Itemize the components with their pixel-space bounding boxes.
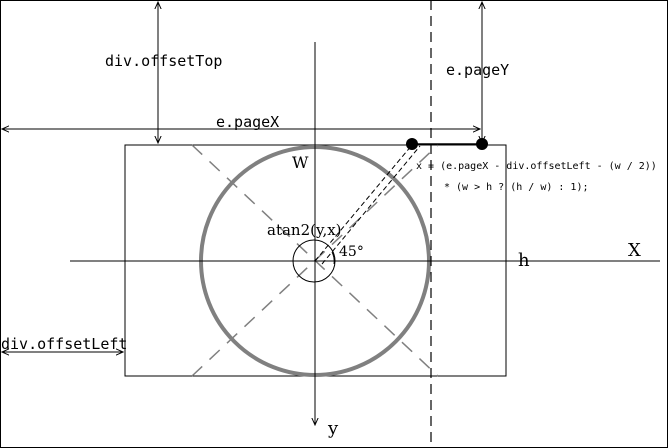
formula-line-2: * (w > h ? (h / w) : 1); — [444, 182, 589, 193]
height-label: h — [518, 250, 530, 271]
point-dot-left — [406, 138, 418, 150]
point-dot-right — [476, 138, 488, 150]
page-x-label: e.pageX — [216, 113, 279, 131]
vector-dashed-line-b — [321, 145, 421, 265]
offset-top-label: div.offsetTop — [105, 52, 222, 70]
atan2-label: atan2(y,x) — [267, 221, 342, 239]
y-axis-label: y — [327, 418, 339, 439]
offset-left-label: div.offsetLeft — [1, 335, 127, 353]
angle-arc — [331, 251, 335, 265]
page-y-label: e.pageY — [446, 61, 509, 79]
x-axis-label: X — [628, 240, 641, 261]
width-label: W — [292, 153, 309, 172]
vector-dashed-line-a — [314, 144, 413, 262]
formula-line-1: x = (e.pageX - div.offsetLeft - (w / 2)) — [416, 161, 657, 172]
angle-circle — [292, 239, 336, 283]
angle-label: 45° — [339, 244, 364, 260]
